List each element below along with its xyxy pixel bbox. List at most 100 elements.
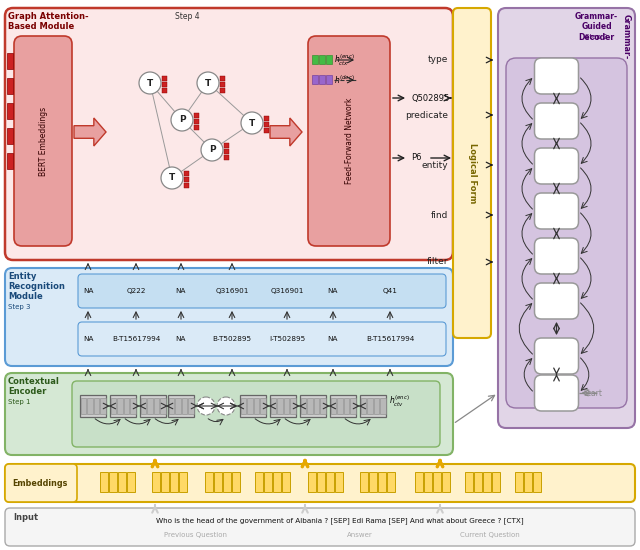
Bar bbox=[220, 76, 225, 81]
Text: Q41: Q41 bbox=[383, 288, 397, 294]
Text: T: T bbox=[249, 118, 255, 128]
Bar bbox=[415, 472, 423, 492]
Bar bbox=[240, 395, 266, 417]
Bar bbox=[360, 398, 366, 414]
Text: B-T15617994: B-T15617994 bbox=[112, 336, 160, 342]
Bar bbox=[424, 472, 432, 492]
Bar bbox=[184, 183, 189, 188]
Bar bbox=[168, 395, 194, 417]
Bar bbox=[147, 398, 152, 414]
Bar bbox=[330, 395, 356, 417]
Text: B-T502895: B-T502895 bbox=[212, 336, 252, 342]
Polygon shape bbox=[270, 118, 302, 146]
Bar bbox=[224, 155, 229, 160]
Bar bbox=[284, 398, 289, 414]
Text: Q316901: Q316901 bbox=[270, 288, 304, 294]
Circle shape bbox=[197, 397, 215, 415]
Bar bbox=[118, 472, 126, 492]
Bar bbox=[320, 398, 326, 414]
Bar bbox=[179, 472, 187, 492]
Bar bbox=[100, 472, 108, 492]
Bar bbox=[335, 472, 343, 492]
Bar bbox=[100, 398, 106, 414]
Text: Step 2: Step 2 bbox=[586, 34, 608, 40]
Bar bbox=[282, 472, 290, 492]
Text: BERT Embeddings: BERT Embeddings bbox=[38, 107, 47, 175]
Text: T: T bbox=[169, 173, 175, 183]
Bar bbox=[214, 472, 222, 492]
FancyBboxPatch shape bbox=[506, 58, 627, 408]
Bar bbox=[367, 398, 372, 414]
Bar bbox=[270, 395, 296, 417]
Text: NA: NA bbox=[83, 288, 93, 294]
Bar bbox=[264, 472, 272, 492]
Bar bbox=[308, 472, 316, 492]
Text: Q222: Q222 bbox=[126, 288, 146, 294]
Bar bbox=[220, 88, 225, 93]
FancyBboxPatch shape bbox=[534, 58, 579, 94]
Circle shape bbox=[201, 139, 223, 161]
FancyBboxPatch shape bbox=[14, 36, 72, 246]
FancyBboxPatch shape bbox=[534, 103, 579, 139]
Text: Start: Start bbox=[584, 388, 602, 398]
Text: Feed-Forward Network: Feed-Forward Network bbox=[344, 98, 353, 184]
FancyBboxPatch shape bbox=[498, 8, 635, 428]
Bar bbox=[109, 472, 117, 492]
Bar bbox=[300, 395, 326, 417]
FancyBboxPatch shape bbox=[5, 8, 453, 260]
Bar bbox=[224, 143, 229, 148]
Bar bbox=[312, 75, 318, 84]
Bar bbox=[117, 398, 122, 414]
Text: Step 4: Step 4 bbox=[175, 12, 200, 21]
FancyBboxPatch shape bbox=[534, 338, 579, 374]
Bar bbox=[205, 472, 213, 492]
Bar bbox=[380, 398, 385, 414]
Text: entity: entity bbox=[421, 161, 448, 169]
Bar bbox=[314, 398, 319, 414]
Text: Embeddings: Embeddings bbox=[12, 478, 67, 487]
Circle shape bbox=[139, 72, 161, 94]
Bar bbox=[307, 398, 312, 414]
Bar bbox=[433, 472, 441, 492]
Text: $h^{(dec)}$: $h^{(dec)}$ bbox=[334, 74, 355, 86]
Bar bbox=[130, 398, 136, 414]
Text: NA: NA bbox=[176, 288, 186, 294]
Text: Recognition: Recognition bbox=[8, 282, 65, 291]
Text: Graph Attention-: Graph Attention- bbox=[8, 12, 88, 21]
Bar bbox=[7, 78, 13, 94]
Bar bbox=[141, 398, 146, 414]
Bar bbox=[533, 472, 541, 492]
Bar bbox=[350, 398, 355, 414]
FancyBboxPatch shape bbox=[5, 268, 453, 366]
Bar bbox=[387, 472, 395, 492]
Text: Q316901: Q316901 bbox=[215, 288, 249, 294]
Bar bbox=[194, 113, 199, 118]
Polygon shape bbox=[74, 118, 106, 146]
Bar bbox=[175, 398, 180, 414]
Bar bbox=[7, 128, 13, 144]
Bar bbox=[194, 119, 199, 124]
Text: $h_{ctv}^{(enc)}$: $h_{ctv}^{(enc)}$ bbox=[389, 394, 410, 409]
Bar bbox=[483, 472, 491, 492]
Bar bbox=[317, 472, 325, 492]
FancyBboxPatch shape bbox=[72, 381, 440, 447]
Text: Previous Question: Previous Question bbox=[163, 532, 227, 538]
Bar bbox=[524, 472, 532, 492]
Bar bbox=[360, 472, 368, 492]
Bar bbox=[247, 398, 253, 414]
Bar bbox=[162, 76, 167, 81]
Text: NA: NA bbox=[176, 336, 186, 342]
FancyBboxPatch shape bbox=[308, 36, 390, 246]
Circle shape bbox=[171, 109, 193, 131]
Bar bbox=[154, 398, 159, 414]
Bar bbox=[442, 472, 450, 492]
Bar bbox=[326, 55, 332, 64]
Bar bbox=[515, 472, 523, 492]
Bar bbox=[220, 82, 225, 87]
Text: P6: P6 bbox=[411, 153, 422, 162]
Text: Current Question: Current Question bbox=[460, 532, 520, 538]
Bar bbox=[170, 472, 178, 492]
Bar bbox=[168, 398, 174, 414]
FancyBboxPatch shape bbox=[534, 193, 579, 229]
Bar bbox=[184, 177, 189, 182]
